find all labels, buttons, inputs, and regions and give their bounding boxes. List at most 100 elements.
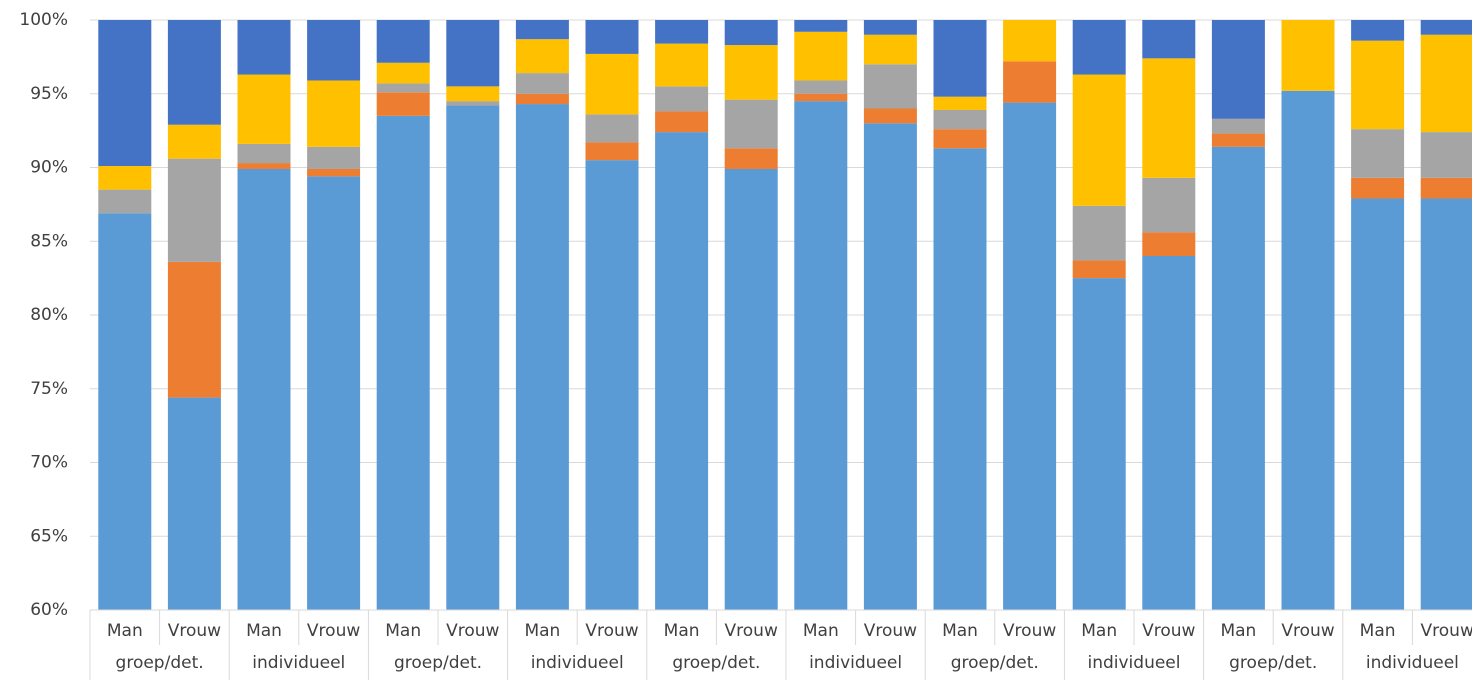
bar-segment [1420, 132, 1472, 178]
bar-segment [237, 74, 291, 144]
bar-segment [167, 397, 221, 610]
x-tick-label: Man [107, 621, 143, 641]
bar-segment [1211, 146, 1265, 610]
bar-segment [446, 20, 500, 87]
y-tick-label: 90% [30, 158, 68, 178]
bar-segment [1211, 133, 1265, 147]
bar-segment [585, 53, 639, 115]
bar-segment [446, 86, 500, 102]
y-tick-label: 95% [30, 84, 68, 104]
bar-segment [1351, 40, 1405, 130]
bar-segment [167, 158, 221, 262]
bar-segment [1420, 34, 1472, 133]
bar-segment [1072, 205, 1126, 261]
bar-segment [863, 108, 917, 124]
bar-segment [1142, 256, 1196, 610]
bar-segment [1072, 20, 1126, 75]
bar-segment [515, 39, 569, 74]
x-group-label: individueel [252, 653, 345, 673]
bar-segment [237, 163, 291, 169]
x-tick-label: Man [246, 621, 282, 641]
x-tick-label: Man [1081, 621, 1117, 641]
x-tick-label: Vrouw [725, 621, 778, 641]
x-group-label: groep/det. [951, 653, 1039, 673]
bar-segment [1420, 198, 1472, 610]
bar-segment [376, 115, 430, 610]
x-tick-label: Vrouw [1003, 621, 1056, 641]
bar-segment [167, 20, 221, 125]
bar-segment [655, 43, 709, 87]
y-tick-label: 80% [30, 305, 68, 325]
y-tick-label: 85% [30, 231, 68, 251]
bar-segment [1142, 232, 1196, 256]
bar-segment [585, 20, 639, 54]
bar-segment [1003, 61, 1057, 103]
bar-segment [307, 80, 361, 147]
x-tick-label: Man [524, 621, 560, 641]
bar-segment [1420, 177, 1472, 199]
x-tick-label: Man [385, 621, 421, 641]
bar-segment [1281, 20, 1335, 91]
bar-segment [237, 168, 291, 610]
bar-segment [1072, 74, 1126, 206]
bar-segment [237, 143, 291, 164]
bar-segment [933, 148, 987, 610]
x-tick-label: Vrouw [307, 621, 360, 641]
bar-segment [863, 20, 917, 35]
bar-segment [585, 160, 639, 610]
bar-segment [794, 20, 848, 32]
bar-segment [1420, 20, 1472, 35]
bar-segment [1211, 118, 1265, 134]
bar-segment [515, 20, 569, 40]
bar-segment [1211, 20, 1265, 119]
bar-segment [515, 73, 569, 94]
bar-segment [933, 20, 987, 97]
bar-segment [655, 20, 709, 44]
y-tick-label: 75% [30, 379, 68, 399]
bar-segment [1351, 198, 1405, 610]
bar-segment [794, 80, 848, 94]
y-tick-label: 100% [19, 10, 68, 30]
x-tick-label: Vrouw [1142, 621, 1195, 641]
bar-segment [794, 93, 848, 102]
x-tick-label: Man [1220, 621, 1256, 641]
x-tick-label: Vrouw [1421, 621, 1472, 641]
bar-segment [376, 83, 430, 93]
x-group-label: groep/det. [116, 653, 204, 673]
bar-segment [1351, 177, 1405, 199]
bar-segment [307, 168, 361, 177]
bar-segment [515, 104, 569, 610]
x-group-label: individueel [809, 653, 902, 673]
bar-segment [863, 123, 917, 610]
bar-segment [585, 114, 639, 143]
bar-segment [98, 213, 152, 610]
bar-segment [863, 34, 917, 65]
bar-segment [376, 92, 430, 116]
bar-segment [655, 132, 709, 610]
bar-segment [167, 124, 221, 159]
bar-segment [1072, 278, 1126, 610]
x-group-label: groep/det. [1229, 653, 1317, 673]
bar-segment [724, 148, 778, 169]
x-tick-label: Man [1360, 621, 1396, 641]
bar-segment [724, 168, 778, 610]
bar-segment [1351, 20, 1405, 41]
y-tick-label: 70% [30, 453, 68, 473]
bar-segment [1351, 129, 1405, 178]
bar-segment [98, 189, 152, 214]
y-tick-label: 65% [30, 526, 68, 546]
bar-segment [307, 20, 361, 81]
bar-segment [794, 101, 848, 610]
bar-segment [1072, 260, 1126, 279]
bar-segment [655, 111, 709, 133]
bar-segment [585, 142, 639, 161]
x-group-label: individueel [1087, 653, 1180, 673]
x-tick-label: Vrouw [864, 621, 917, 641]
bar-segment [933, 109, 987, 130]
bar-segment [446, 101, 500, 106]
bar-segment [307, 176, 361, 610]
x-tick-label: Vrouw [446, 621, 499, 641]
x-group-label: groep/det. [394, 653, 482, 673]
bar-segment [1142, 20, 1196, 59]
